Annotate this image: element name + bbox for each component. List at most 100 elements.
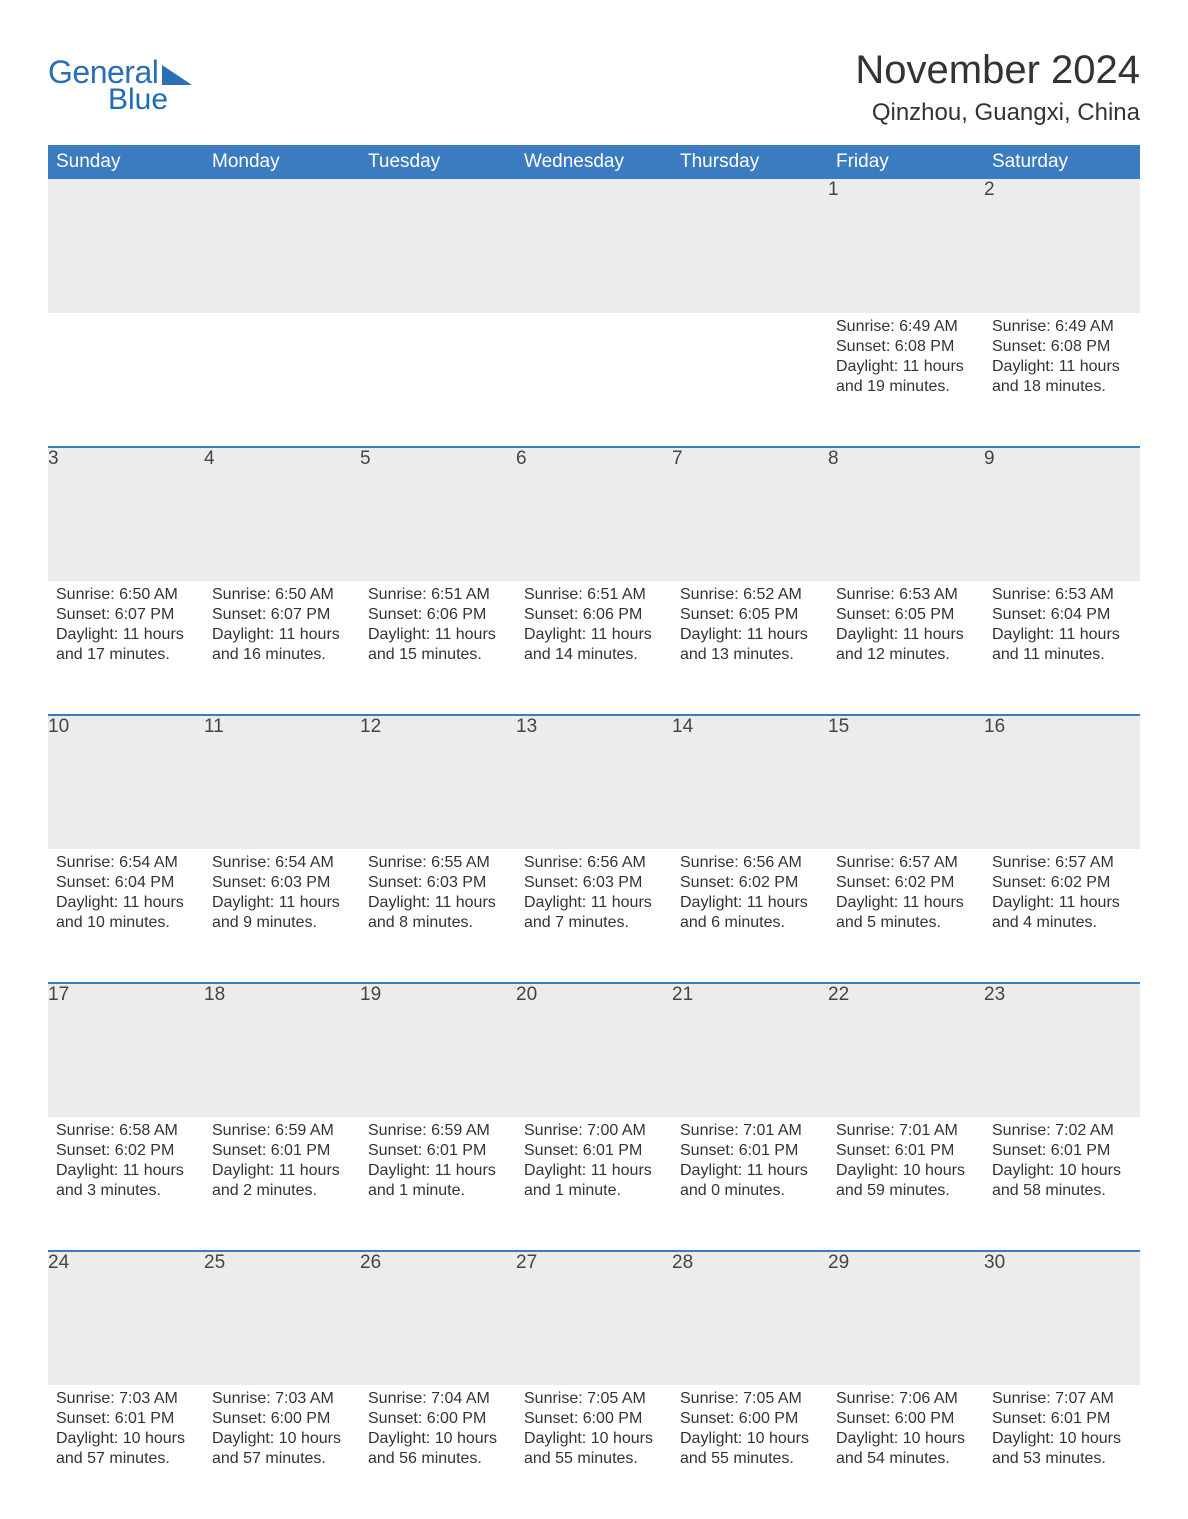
day-cell: Sunrise: 6:51 AMSunset: 6:06 PMDaylight:… [360, 581, 516, 715]
day-details: Sunrise: 6:54 AMSunset: 6:03 PMDaylight:… [204, 849, 360, 933]
day-details: Sunrise: 6:49 AMSunset: 6:08 PMDaylight:… [984, 313, 1140, 397]
daylight-label: Daylight: 11 hours and 18 minutes. [992, 357, 1132, 397]
sunrise-label: Sunrise: 6:51 AM [524, 585, 664, 605]
weekday-header: Thursday [672, 145, 828, 179]
day-cell: Sunrise: 6:53 AMSunset: 6:05 PMDaylight:… [828, 581, 984, 715]
sunset-label: Sunset: 6:01 PM [992, 1409, 1132, 1429]
daylight-label: Daylight: 11 hours and 17 minutes. [56, 625, 196, 665]
daylight-label: Daylight: 11 hours and 1 minute. [524, 1161, 664, 1201]
day-details: Sunrise: 6:59 AMSunset: 6:01 PMDaylight:… [204, 1117, 360, 1201]
sunset-label: Sunset: 6:03 PM [524, 873, 664, 893]
sunrise-label: Sunrise: 6:53 AM [992, 585, 1132, 605]
daylight-label: Daylight: 11 hours and 4 minutes. [992, 893, 1132, 933]
daylight-label: Daylight: 11 hours and 13 minutes. [680, 625, 820, 665]
day-details: Sunrise: 7:03 AMSunset: 6:00 PMDaylight:… [204, 1385, 360, 1469]
day-number-label: 1 [828, 179, 839, 200]
day-content-row: Sunrise: 6:49 AMSunset: 6:08 PMDaylight:… [48, 313, 1140, 447]
day-number-row: 3456789 [48, 447, 1140, 581]
day-details: Sunrise: 6:54 AMSunset: 6:04 PMDaylight:… [48, 849, 204, 933]
daylight-label: Daylight: 10 hours and 57 minutes. [56, 1429, 196, 1469]
day-cell: Sunrise: 7:01 AMSunset: 6:01 PMDaylight:… [828, 1117, 984, 1251]
location-label: Qinzhou, Guangxi, China [855, 99, 1140, 127]
day-details: Sunrise: 6:53 AMSunset: 6:05 PMDaylight:… [828, 581, 984, 665]
daylight-label: Daylight: 10 hours and 55 minutes. [524, 1429, 664, 1469]
day-number-label: 3 [48, 448, 59, 469]
day-number: 13 [516, 715, 672, 849]
day-number: 15 [828, 715, 984, 849]
weekday-header: Tuesday [360, 145, 516, 179]
day-number-label: 30 [984, 1252, 1005, 1273]
sunset-label: Sunset: 6:00 PM [680, 1409, 820, 1429]
daylight-label: Daylight: 11 hours and 3 minutes. [56, 1161, 196, 1201]
sunrise-label: Sunrise: 7:03 AM [56, 1389, 196, 1409]
weekday-header: Sunday [48, 145, 204, 179]
day-number: 7 [672, 447, 828, 581]
day-details: Sunrise: 7:03 AMSunset: 6:01 PMDaylight:… [48, 1385, 204, 1469]
sunrise-label: Sunrise: 6:49 AM [836, 317, 976, 337]
day-content-row: Sunrise: 6:58 AMSunset: 6:02 PMDaylight:… [48, 1117, 1140, 1251]
sunset-label: Sunset: 6:03 PM [212, 873, 352, 893]
day-number-label: 19 [360, 984, 381, 1005]
day-details: Sunrise: 7:05 AMSunset: 6:00 PMDaylight:… [516, 1385, 672, 1469]
day-number-label: 4 [204, 448, 215, 469]
day-number-label: 24 [48, 1252, 69, 1273]
day-number: 24 [48, 1251, 204, 1385]
daylight-label: Daylight: 11 hours and 14 minutes. [524, 625, 664, 665]
header: General Blue November 2024 Qinzhou, Guan… [48, 48, 1140, 137]
day-number-label: 16 [984, 716, 1005, 737]
day-number-label: 18 [204, 984, 225, 1005]
sunset-label: Sunset: 6:00 PM [212, 1409, 352, 1429]
sunset-label: Sunset: 6:08 PM [992, 337, 1132, 357]
day-number: 17 [48, 983, 204, 1117]
sunrise-label: Sunrise: 6:57 AM [836, 853, 976, 873]
sunrise-label: Sunrise: 6:50 AM [212, 585, 352, 605]
sunset-label: Sunset: 6:01 PM [836, 1141, 976, 1161]
day-number-label: 2 [984, 179, 995, 200]
day-cell: Sunrise: 6:54 AMSunset: 6:04 PMDaylight:… [48, 849, 204, 983]
day-number-label: 11 [204, 716, 224, 737]
day-details: Sunrise: 6:50 AMSunset: 6:07 PMDaylight:… [204, 581, 360, 665]
calendar-document: General Blue November 2024 Qinzhou, Guan… [0, 0, 1188, 1519]
empty-cell [360, 313, 516, 447]
weekday-header: Monday [204, 145, 360, 179]
weekday-header-row: Sunday Monday Tuesday Wednesday Thursday… [48, 145, 1140, 179]
day-number-row: 12 [48, 179, 1140, 313]
day-number: 11 [204, 715, 360, 849]
day-number: 14 [672, 715, 828, 849]
day-details: Sunrise: 7:06 AMSunset: 6:00 PMDaylight:… [828, 1385, 984, 1469]
day-details: Sunrise: 7:05 AMSunset: 6:00 PMDaylight:… [672, 1385, 828, 1469]
daylight-label: Daylight: 10 hours and 58 minutes. [992, 1161, 1132, 1201]
day-details: Sunrise: 6:55 AMSunset: 6:03 PMDaylight:… [360, 849, 516, 933]
day-number-row: 17181920212223 [48, 983, 1140, 1117]
day-details: Sunrise: 7:04 AMSunset: 6:00 PMDaylight:… [360, 1385, 516, 1469]
day-number: 12 [360, 715, 516, 849]
daylight-label: Daylight: 11 hours and 9 minutes. [212, 893, 352, 933]
day-number-row: 24252627282930 [48, 1251, 1140, 1385]
day-number: 30 [984, 1251, 1140, 1385]
sunrise-label: Sunrise: 7:05 AM [524, 1389, 664, 1409]
day-number: 3 [48, 447, 204, 581]
sunset-label: Sunset: 6:01 PM [368, 1141, 508, 1161]
day-number-label: 26 [360, 1252, 381, 1273]
sunrise-label: Sunrise: 6:49 AM [992, 317, 1132, 337]
title-block: November 2024 Qinzhou, Guangxi, China [855, 48, 1140, 137]
day-details: Sunrise: 6:50 AMSunset: 6:07 PMDaylight:… [48, 581, 204, 665]
day-cell: Sunrise: 6:55 AMSunset: 6:03 PMDaylight:… [360, 849, 516, 983]
day-number: 27 [516, 1251, 672, 1385]
sunrise-label: Sunrise: 6:51 AM [368, 585, 508, 605]
day-number: 22 [828, 983, 984, 1117]
day-number-label: 9 [984, 448, 995, 469]
day-number: 4 [204, 447, 360, 581]
day-cell: Sunrise: 6:51 AMSunset: 6:06 PMDaylight:… [516, 581, 672, 715]
sunrise-label: Sunrise: 7:06 AM [836, 1389, 976, 1409]
day-cell: Sunrise: 6:59 AMSunset: 6:01 PMDaylight:… [360, 1117, 516, 1251]
empty-daynum [204, 179, 360, 313]
day-cell: Sunrise: 6:53 AMSunset: 6:04 PMDaylight:… [984, 581, 1140, 715]
daylight-label: Daylight: 11 hours and 7 minutes. [524, 893, 664, 933]
daylight-label: Daylight: 10 hours and 59 minutes. [836, 1161, 976, 1201]
day-cell: Sunrise: 7:04 AMSunset: 6:00 PMDaylight:… [360, 1385, 516, 1519]
sunrise-label: Sunrise: 7:01 AM [680, 1121, 820, 1141]
day-number: 10 [48, 715, 204, 849]
empty-cell [516, 313, 672, 447]
day-number: 25 [204, 1251, 360, 1385]
